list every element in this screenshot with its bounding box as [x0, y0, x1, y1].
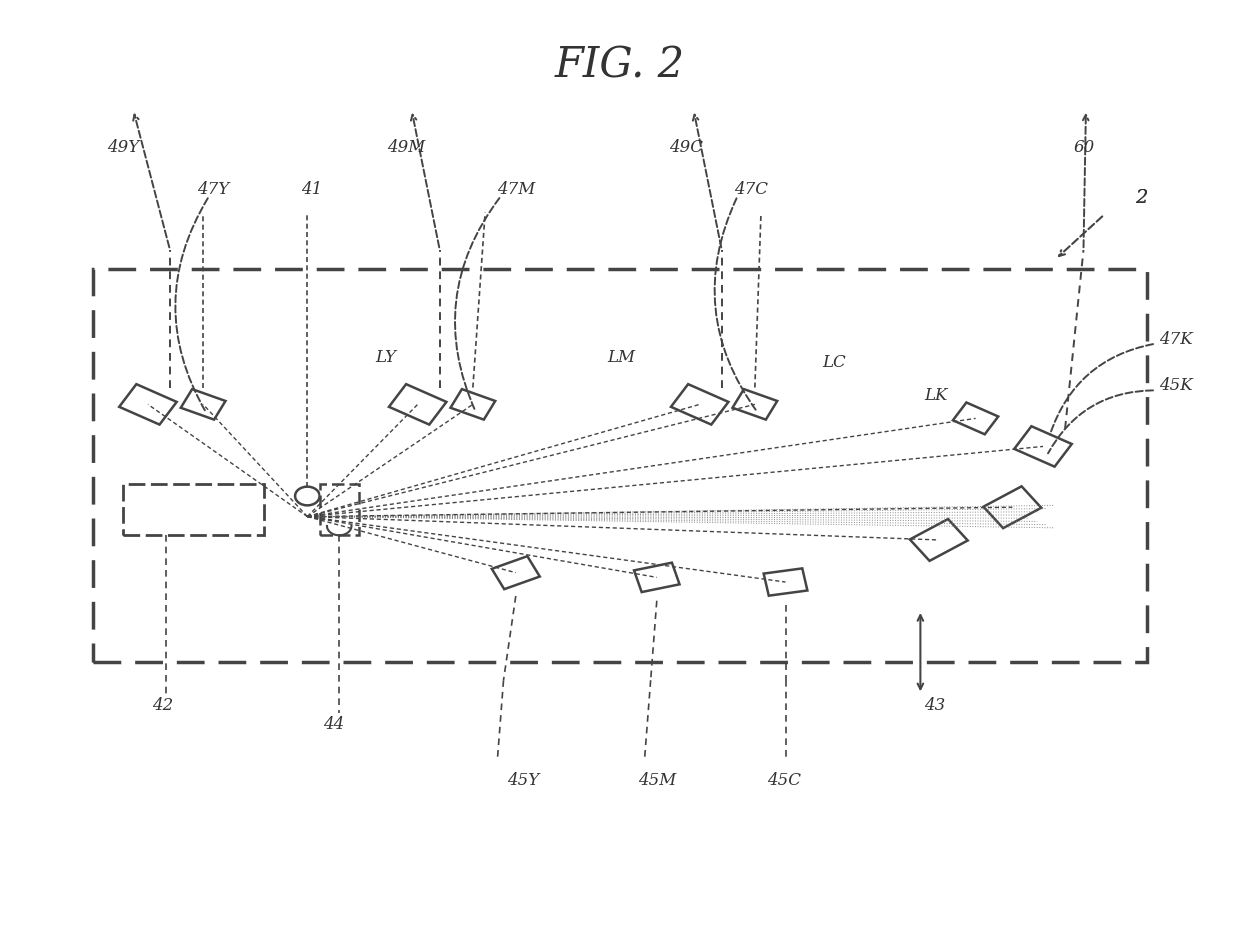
Text: 41: 41	[301, 181, 322, 198]
Text: LM: LM	[608, 349, 636, 366]
Text: 49M: 49M	[387, 139, 425, 156]
Text: 45Y: 45Y	[507, 772, 539, 789]
Text: LC: LC	[822, 354, 846, 371]
Text: 47Y: 47Y	[197, 181, 229, 198]
Bar	[93, 269, 1147, 661]
Text: 45K: 45K	[1159, 378, 1193, 395]
Text: LY: LY	[374, 349, 396, 366]
Text: 49Y: 49Y	[108, 139, 140, 156]
Text: 47C: 47C	[734, 181, 768, 198]
Text: 49C: 49C	[670, 139, 703, 156]
Text: LK: LK	[924, 386, 947, 403]
Text: 45M: 45M	[639, 772, 677, 789]
Text: 44: 44	[324, 716, 345, 733]
Text: 60: 60	[1074, 139, 1095, 156]
Text: 2: 2	[1135, 189, 1147, 207]
Bar	[124, 484, 264, 535]
Text: FIG. 2: FIG. 2	[556, 45, 684, 86]
Bar	[320, 484, 358, 535]
Text: 2: 2	[1135, 189, 1147, 207]
Text: 43: 43	[924, 698, 945, 715]
Text: 47K: 47K	[1159, 330, 1193, 347]
Text: 45C: 45C	[768, 772, 801, 789]
Text: 47M: 47M	[497, 181, 536, 198]
Text: 42: 42	[151, 698, 172, 715]
